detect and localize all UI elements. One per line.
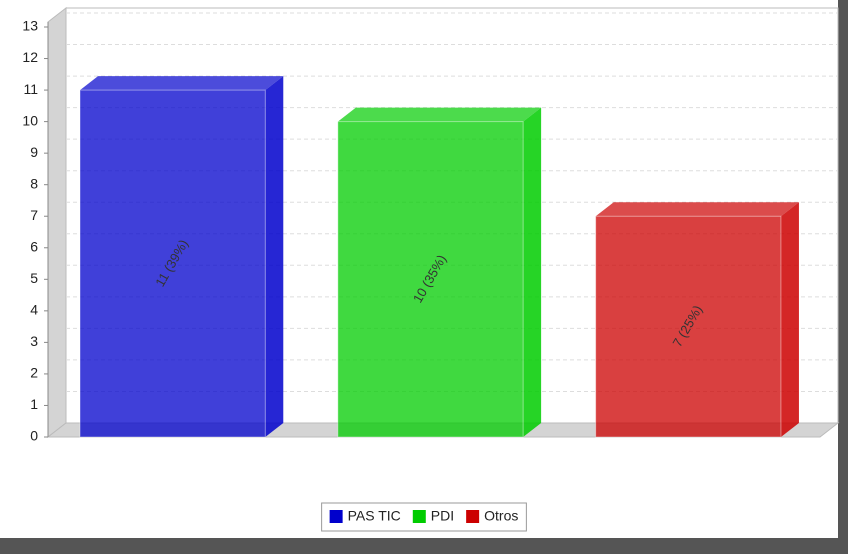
- legend-label: PAS TIC: [348, 508, 401, 524]
- y-tick-label: 8: [30, 175, 38, 191]
- bar-top: [80, 76, 284, 91]
- y-tick-label: 11: [23, 81, 38, 97]
- bar: [79, 89, 266, 438]
- y-tick-label: 4: [30, 302, 38, 318]
- window-border: [838, 0, 848, 554]
- y-tick-label: 6: [30, 238, 38, 254]
- y-tick-label: 7: [30, 207, 38, 223]
- side-wall: [47, 6, 67, 439]
- y-tick-label: 10: [22, 112, 38, 128]
- window-border: [0, 538, 848, 554]
- bar-side: [780, 202, 799, 437]
- y-tick-label: 2: [30, 365, 38, 381]
- legend-swatch: [329, 510, 343, 523]
- y-tick-label: 1: [30, 396, 38, 412]
- bar-side: [265, 76, 284, 438]
- y-tick-label: 12: [22, 49, 38, 65]
- y-tick-label: 13: [22, 18, 38, 34]
- bar-top: [595, 202, 799, 217]
- legend-swatch: [412, 510, 426, 523]
- y-tick-label: 0: [30, 428, 38, 444]
- y-tick-label: 5: [30, 270, 38, 286]
- legend-label: PDI: [431, 508, 454, 524]
- legend-label: Otros: [484, 508, 518, 524]
- bar: [337, 121, 524, 438]
- bar: [595, 215, 782, 438]
- legend-swatch: [466, 510, 480, 523]
- bar-side: [523, 107, 542, 437]
- y-tick-label: 9: [30, 144, 38, 160]
- y-tick-label: 3: [30, 333, 38, 349]
- bar-top: [337, 107, 542, 122]
